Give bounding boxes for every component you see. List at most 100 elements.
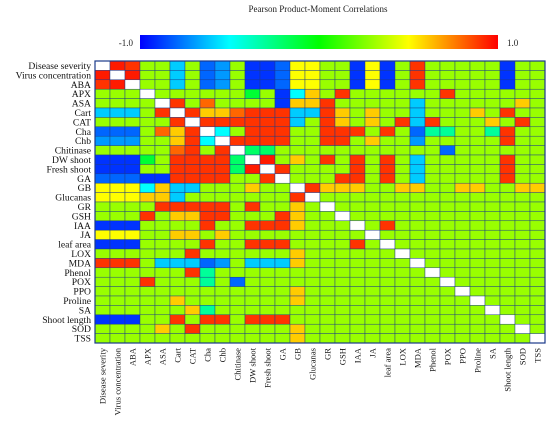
heatmap-cell: [334, 314, 351, 325]
heatmap-cell: [469, 145, 486, 156]
heatmap-cell: [379, 201, 396, 212]
heatmap-cell: [424, 107, 441, 118]
heatmap-cell: [244, 333, 261, 344]
heatmap-cell: [289, 258, 306, 269]
heatmap-cell: [349, 248, 366, 259]
heatmap-cell: [394, 154, 411, 165]
heatmap-cell: [289, 220, 306, 231]
heatmap-cell: [319, 333, 336, 344]
heatmap-cell: [124, 248, 141, 259]
heatmap-cell: [334, 276, 351, 287]
heatmap-cell: [139, 192, 156, 203]
heatmap-cell: [514, 135, 531, 146]
heatmap-cell: [484, 182, 501, 193]
heatmap-cell: [154, 88, 171, 99]
heatmap-cell: [424, 286, 441, 297]
heatmap-cell: [229, 333, 246, 344]
heatmap-cell: [514, 98, 531, 109]
heatmap-cell: [274, 229, 291, 240]
heatmap-cell: [319, 70, 336, 81]
heatmap-cell: [469, 60, 486, 71]
heatmap-cell: [529, 211, 546, 222]
heatmap-cell: [394, 314, 411, 325]
heatmap-cell: [319, 60, 336, 71]
heatmap-cell: [349, 107, 366, 118]
heatmap-cell: [394, 220, 411, 231]
heatmap-cell: [274, 79, 291, 90]
heatmap-cell: [124, 98, 141, 109]
heatmap-cell: [379, 70, 396, 81]
heatmap-cell: [394, 70, 411, 81]
heatmap-cell: [469, 314, 486, 325]
heatmap-cell: [394, 258, 411, 269]
heatmap-cell: [394, 201, 411, 212]
heatmap-cell: [439, 333, 456, 344]
heatmap-cell: [409, 229, 426, 240]
heatmap-cell: [124, 323, 141, 334]
heatmap-cell: [169, 248, 186, 259]
heatmap-cell: [274, 248, 291, 259]
heatmap-cell: [319, 295, 336, 306]
heatmap-cell: [349, 182, 366, 193]
heatmap-cell: [499, 220, 516, 231]
heatmap-cell: [409, 70, 426, 81]
heatmap-cell: [139, 239, 156, 250]
heatmap-cell: [229, 145, 246, 156]
heatmap-cell: [94, 79, 111, 90]
heatmap-cell: [214, 248, 231, 259]
heatmap-cell: [319, 248, 336, 259]
heatmap-cell: [214, 182, 231, 193]
row-label: GR: [78, 202, 92, 213]
column-label: Glucanas: [308, 347, 318, 380]
heatmap-cell: [244, 258, 261, 269]
heatmap-cell: [334, 107, 351, 118]
heatmap-cell: [424, 323, 441, 334]
heatmap-cell: [409, 239, 426, 250]
heatmap-cell: [439, 164, 456, 175]
heatmap-cell: [379, 305, 396, 316]
heatmap-cell: [319, 98, 336, 109]
heatmap-cell: [409, 276, 426, 287]
heatmap-cell: [229, 135, 246, 146]
column-label: Shoot length: [503, 347, 513, 391]
heatmap-cell: [454, 314, 471, 325]
heatmap-cell: [334, 201, 351, 212]
row-label: LOX: [71, 249, 91, 260]
row-label: MDA: [69, 258, 91, 269]
heatmap-cell: [214, 201, 231, 212]
heatmap-cell: [334, 239, 351, 250]
heatmap-cell: [529, 239, 546, 250]
heatmap-cell: [394, 286, 411, 297]
heatmap-cell: [529, 258, 546, 269]
heatmap-cell: [199, 211, 216, 222]
heatmap-cell: [529, 107, 546, 118]
row-label: Virus concentration: [16, 70, 92, 81]
heatmap-cell: [454, 70, 471, 81]
heatmap-cell: [259, 88, 276, 99]
heatmap-cell: [424, 60, 441, 71]
heatmap-cell: [514, 239, 531, 250]
heatmap-cell: [364, 211, 381, 222]
heatmap-cell: [184, 88, 201, 99]
heatmap-cell: [424, 314, 441, 325]
heatmap-cell: [409, 145, 426, 156]
heatmap-cell: [214, 286, 231, 297]
heatmap-cell: [109, 135, 126, 146]
heatmap-cell: [394, 211, 411, 222]
heatmap-cell: [274, 258, 291, 269]
heatmap-cell: [304, 305, 321, 316]
heatmap-cell: [274, 295, 291, 306]
heatmap-cell: [154, 192, 171, 203]
heatmap-cell: [454, 173, 471, 184]
heatmap-cell: [379, 286, 396, 297]
heatmap-cell: [304, 117, 321, 128]
heatmap-cell: [274, 164, 291, 175]
heatmap-cell: [259, 126, 276, 137]
heatmap-cell: [409, 305, 426, 316]
heatmap-cell: [364, 276, 381, 287]
row-label: APX: [72, 89, 91, 100]
heatmap-cell: [244, 248, 261, 259]
heatmap-cell: [94, 164, 111, 175]
heatmap-cell: [169, 117, 186, 128]
heatmap-cell: [394, 107, 411, 118]
